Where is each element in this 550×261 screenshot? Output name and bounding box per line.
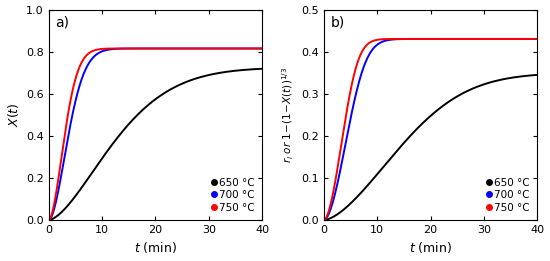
X-axis label: $t$ (min): $t$ (min)	[409, 240, 452, 256]
Y-axis label: $X(t)$: $X(t)$	[6, 103, 20, 127]
Y-axis label: $r_i$ or $1\!-\!(1\!-\!X(t))^{1/3}$: $r_i$ or $1\!-\!(1\!-\!X(t))^{1/3}$	[280, 67, 296, 163]
Text: a): a)	[55, 16, 69, 30]
Text: b): b)	[331, 16, 345, 30]
X-axis label: $t$ (min): $t$ (min)	[134, 240, 177, 256]
Legend: 650 °C, 700 °C, 750 °C: 650 °C, 700 °C, 750 °C	[484, 175, 532, 215]
Legend: 650 °C, 700 °C, 750 °C: 650 °C, 700 °C, 750 °C	[209, 175, 257, 215]
